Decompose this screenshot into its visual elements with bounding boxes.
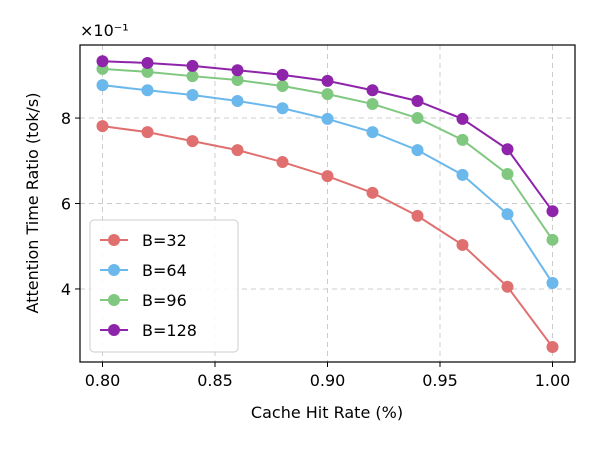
data-point bbox=[141, 126, 154, 139]
data-point bbox=[456, 112, 469, 125]
data-point bbox=[141, 56, 154, 69]
data-point bbox=[276, 68, 289, 81]
data-point bbox=[186, 70, 199, 83]
data-point bbox=[546, 341, 559, 354]
data-point bbox=[501, 208, 514, 221]
legend-label: B=32 bbox=[142, 231, 187, 250]
data-point bbox=[96, 55, 109, 68]
y-axis-label: Attention Time Ratio (tok/s) bbox=[23, 93, 42, 314]
legend-marker bbox=[108, 234, 120, 246]
x-tick-label: 0.80 bbox=[85, 371, 121, 390]
data-point bbox=[141, 84, 154, 97]
data-point bbox=[411, 94, 424, 107]
data-point bbox=[546, 276, 559, 289]
data-point bbox=[231, 64, 244, 77]
data-point bbox=[411, 209, 424, 222]
x-tick-label: 0.85 bbox=[197, 371, 233, 390]
y-tick-label: 8 bbox=[61, 109, 71, 128]
data-point bbox=[411, 112, 424, 125]
x-tick-label: 0.90 bbox=[310, 371, 346, 390]
data-point bbox=[456, 168, 469, 181]
data-point bbox=[276, 80, 289, 93]
y-offset-label: ×10⁻¹ bbox=[80, 21, 129, 40]
y-tick-label: 6 bbox=[61, 195, 71, 214]
data-point bbox=[186, 88, 199, 101]
legend-label: B=96 bbox=[142, 291, 187, 310]
data-point bbox=[231, 74, 244, 87]
legend: B=32 B=64 B=96 B=128 bbox=[89, 219, 239, 353]
plot-frame bbox=[79, 44, 576, 363]
legend-box bbox=[89, 219, 239, 353]
data-point bbox=[321, 74, 334, 87]
data-point bbox=[276, 156, 289, 169]
data-point bbox=[456, 238, 469, 251]
data-point bbox=[321, 170, 334, 183]
data-point bbox=[456, 133, 469, 146]
data-point bbox=[366, 84, 379, 97]
data-point bbox=[366, 126, 379, 139]
data-point bbox=[96, 120, 109, 133]
data-point bbox=[141, 65, 154, 78]
data-point bbox=[276, 102, 289, 115]
data-point bbox=[546, 233, 559, 246]
data-point bbox=[186, 59, 199, 72]
data-point bbox=[366, 97, 379, 110]
data-point bbox=[186, 135, 199, 148]
y-tick-label: 4 bbox=[61, 280, 71, 299]
data-point bbox=[546, 205, 559, 218]
data-point bbox=[366, 186, 379, 199]
legend-marker bbox=[108, 264, 120, 276]
x-axis-label: Cache Hit Rate (%) bbox=[251, 403, 403, 422]
data-point bbox=[501, 280, 514, 293]
data-point bbox=[321, 88, 334, 101]
data-point bbox=[231, 94, 244, 107]
legend-label: B=128 bbox=[142, 321, 197, 340]
data-point bbox=[501, 168, 514, 181]
legend-label: B=64 bbox=[142, 261, 187, 280]
data-point bbox=[321, 112, 334, 125]
data-point bbox=[96, 79, 109, 92]
data-point bbox=[411, 144, 424, 157]
legend-marker bbox=[108, 294, 120, 306]
x-tick-label: 1.00 bbox=[535, 371, 571, 390]
data-point bbox=[501, 143, 514, 156]
data-point bbox=[231, 144, 244, 157]
x-tick-label: 0.95 bbox=[422, 371, 458, 390]
legend-marker bbox=[108, 324, 120, 336]
